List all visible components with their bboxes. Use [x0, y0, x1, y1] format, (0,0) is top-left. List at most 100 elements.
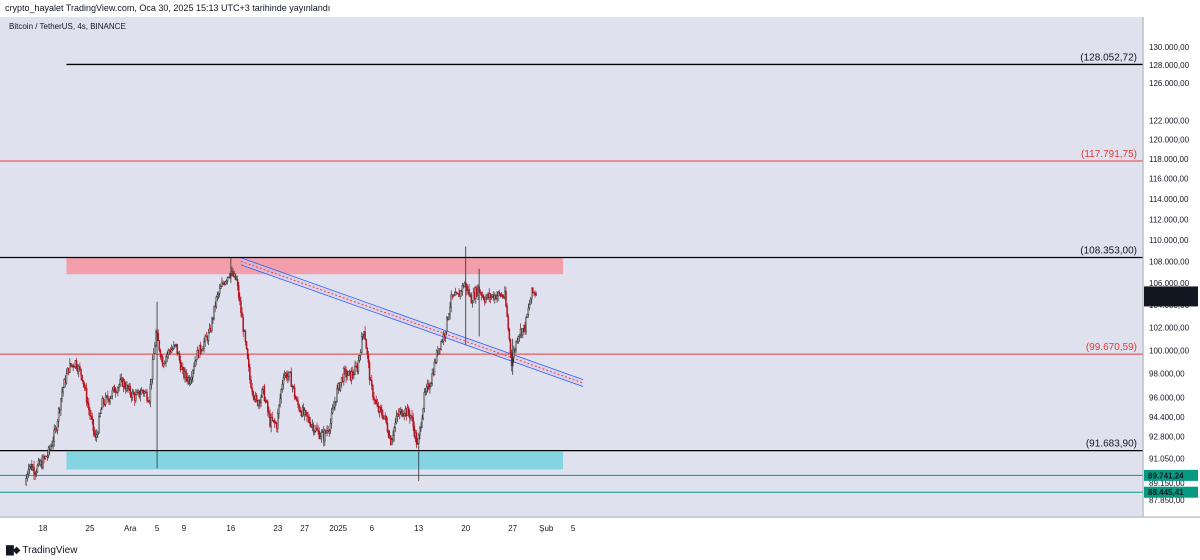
time-tick-label: 27 — [300, 524, 309, 533]
candle-body — [357, 360, 360, 372]
price-tick-label: 92.800,00 — [1149, 433, 1185, 442]
candle-body — [249, 366, 251, 381]
candle-body — [78, 366, 80, 373]
candle-body — [393, 427, 395, 436]
candle-body — [324, 430, 326, 442]
candle-body — [60, 398, 62, 411]
candle-body — [297, 400, 299, 406]
candle-body — [404, 408, 407, 415]
candle-body — [420, 426, 422, 429]
candle-body — [165, 356, 167, 363]
price-chart[interactable]: (128.052,72) (117.791,75) (108.353,00) (99.… — [0, 17, 1200, 541]
candle-body — [211, 318, 213, 331]
candle-body — [349, 370, 352, 381]
candle-body — [105, 395, 108, 397]
candle-body — [44, 456, 46, 459]
candle-body — [508, 328, 511, 340]
candle-body — [522, 328, 524, 336]
candle-body — [352, 371, 354, 376]
candle-body — [28, 465, 31, 470]
candle-body — [163, 363, 165, 367]
candle-body — [166, 354, 168, 358]
candle-body — [532, 287, 534, 293]
candle-body — [326, 430, 328, 433]
candle-body — [467, 289, 469, 291]
candle-body — [118, 384, 120, 388]
candle-body — [301, 407, 304, 417]
level-label: (99.670,59) — [1086, 342, 1137, 353]
candle-body — [428, 383, 430, 390]
candle-body — [178, 353, 181, 361]
candle-body — [348, 370, 351, 373]
candle-body — [373, 397, 375, 401]
candle-body — [306, 412, 308, 417]
candle-body — [509, 338, 512, 354]
candle-body — [333, 406, 335, 410]
time-tick-label: 2025 — [329, 524, 347, 533]
candle-body — [185, 371, 187, 378]
candle-body — [523, 324, 525, 329]
candle-body — [308, 417, 310, 423]
candle-body — [206, 336, 209, 341]
candle-body — [123, 380, 126, 388]
candle-body — [317, 429, 319, 432]
time-axis[interactable]: 18 25 Ara 5 9 16 23 27 2025 6 13 20 27 Şub 5 — [0, 516, 1200, 541]
candle-body — [445, 316, 448, 332]
candle-body — [374, 399, 376, 402]
candle-body — [463, 282, 466, 288]
candle-body — [274, 422, 277, 424]
candle-body — [535, 294, 537, 296]
price-axis[interactable]: 87.850,00 89.150,00 91.050,00 92.800,00 94.4… — [1142, 17, 1200, 517]
candle-body — [382, 414, 384, 419]
candle-body — [360, 336, 363, 353]
tradingview-logo[interactable]: ▇◆ TradingView — [6, 545, 77, 556]
candle-body — [449, 306, 451, 315]
candle-body — [76, 368, 79, 373]
candle-body — [472, 291, 475, 303]
candle-body — [422, 408, 424, 419]
candle-body — [252, 391, 254, 398]
candle-body — [517, 336, 520, 343]
candle-body — [41, 460, 43, 469]
candle-body — [152, 353, 155, 360]
candle-body — [499, 293, 502, 297]
price-tick-label: 87.850,00 — [1149, 496, 1185, 505]
candle-body — [459, 290, 461, 297]
candle-body — [435, 350, 438, 363]
candle-body — [32, 466, 34, 471]
candle-body — [229, 275, 231, 278]
candle-body — [117, 387, 119, 393]
candle-body — [277, 413, 279, 429]
candle-body — [29, 464, 32, 467]
candle-body — [70, 363, 72, 367]
channel-lower-line — [240, 264, 584, 387]
candle-body — [335, 401, 337, 403]
candle-body — [299, 409, 301, 412]
candle-body — [402, 415, 404, 417]
candle-body — [85, 388, 88, 403]
candle-body — [140, 389, 143, 395]
candle-body — [383, 415, 385, 419]
candle-body — [470, 294, 473, 304]
candle-body — [241, 312, 243, 318]
candle-body — [126, 384, 128, 391]
candle-body — [188, 377, 191, 385]
candle-body — [93, 430, 96, 435]
candle-body — [254, 394, 257, 400]
candle-body — [344, 368, 346, 370]
candle-body — [82, 380, 85, 384]
candle-body — [173, 344, 175, 349]
candle-body — [225, 280, 228, 283]
candle-body — [331, 408, 334, 414]
price-tick-label: 89.150,00 — [1149, 479, 1185, 488]
candle-body — [457, 293, 459, 295]
candle-body — [100, 409, 102, 414]
footer-bar: ▇◆ TradingView — [0, 541, 1200, 560]
candle-body — [315, 428, 317, 432]
candle-body — [418, 434, 420, 444]
candle-body — [138, 390, 140, 397]
candle-body — [33, 466, 35, 475]
candle-body — [338, 383, 341, 391]
candle-body — [261, 389, 263, 398]
time-tick-label: 13 — [414, 524, 423, 533]
